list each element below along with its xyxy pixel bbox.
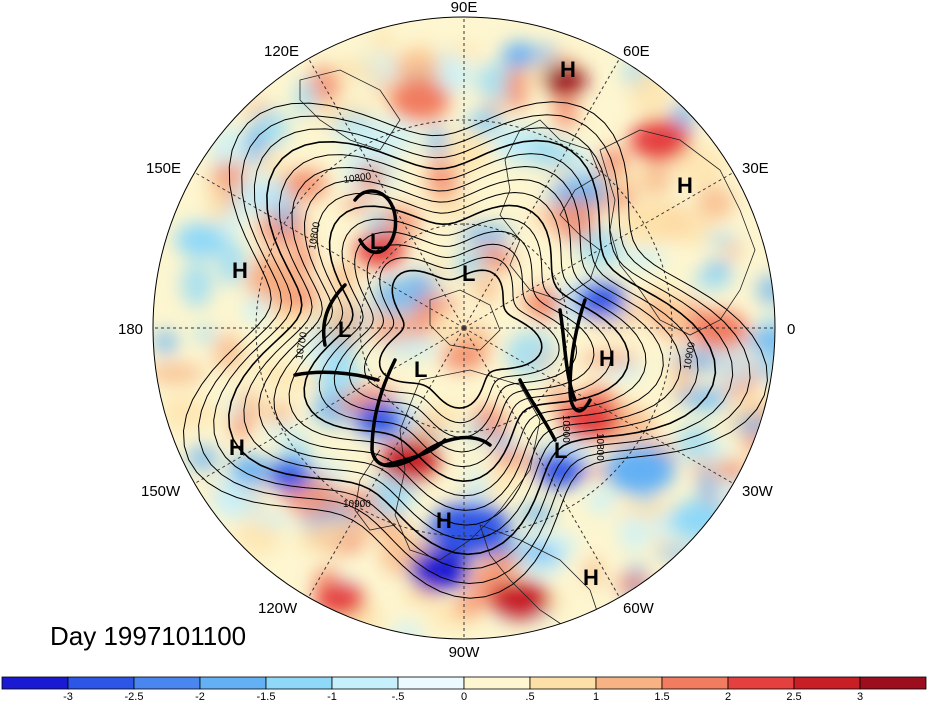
low-pressure-label: L <box>462 261 475 286</box>
height-contours <box>182 101 768 599</box>
longitude-label-30e: 30E <box>742 160 769 177</box>
low-pressure-label: L <box>338 317 351 342</box>
colorbar-swatch <box>793 676 861 690</box>
longitude-label-150w: 150W <box>141 483 181 500</box>
colorbar-tick-label: 3 <box>857 691 863 702</box>
contour-labels: 10800 10800 10700 10900 10900 10800 1090… <box>294 171 698 510</box>
low-pressure-label: L <box>414 357 427 382</box>
contour-label: 10900 <box>560 415 571 443</box>
longitude-label-120w: 120W <box>258 600 298 617</box>
contour-label: 10800 <box>343 171 373 186</box>
colorbar-swatch <box>529 676 597 690</box>
colorbar-swatch <box>397 676 465 690</box>
colorbar-swatch <box>331 676 399 690</box>
high-pressure-label: H <box>599 346 615 371</box>
contour-label: 10700 <box>294 331 310 361</box>
longitude-label-60w: 60W <box>623 600 655 617</box>
colorbar-swatch <box>1 676 69 690</box>
contour-label: 10900 <box>343 499 371 510</box>
colorbar-swatch <box>859 676 927 690</box>
longitude-label-0: 0 <box>787 321 795 338</box>
colorbar-tick-label: -2 <box>195 691 205 702</box>
colorbar-tick-label: -1.5 <box>257 691 276 702</box>
high-pressure-label: H <box>436 508 452 533</box>
colorbar-tick-label: -3 <box>63 691 73 702</box>
colorbar-tick-label: 0 <box>461 691 467 702</box>
colorbar-swatch <box>463 676 531 690</box>
high-pressure-label: H <box>232 258 248 283</box>
colorbar-swatch <box>265 676 333 690</box>
colorbar: -3 -2.5 -2 -1.5 -1 -.5 0 .5 1 1.5 2 2.5 3 <box>1 676 927 702</box>
colorbar-swatch <box>199 676 267 690</box>
colorbar-tick-label: -2.5 <box>125 691 144 702</box>
longitude-label-180: 180 <box>118 321 143 338</box>
contour-label: 10900 <box>682 341 698 371</box>
low-pressure-label: L <box>554 438 567 463</box>
high-pressure-label: H <box>677 173 693 198</box>
low-pressure-label: L <box>370 229 383 254</box>
colorbar-swatch <box>133 676 201 690</box>
longitude-label-150e: 150E <box>146 160 181 177</box>
colorbar-tick-label: 2.5 <box>786 691 801 702</box>
anomaly-field <box>153 17 775 639</box>
colorbar-swatch <box>595 676 663 690</box>
colorbar-tick-label: 1.5 <box>654 691 669 702</box>
contour-label: 10800 <box>594 433 605 461</box>
colorbar-tick-label: 2 <box>725 691 731 702</box>
colorbar-tick-label: -.5 <box>392 691 405 702</box>
jet-cores <box>293 189 592 468</box>
longitude-labels: 90E 60E 30E 0 30W 60W 90W 120W 150W 180 … <box>118 0 795 661</box>
high-pressure-label: H <box>229 435 245 460</box>
map-boundary <box>152 16 776 640</box>
colorbar-swatch <box>67 676 135 690</box>
longitude-label-90w: 90W <box>449 644 481 661</box>
longitude-label-90e: 90E <box>451 0 478 16</box>
colorbar-swatch <box>661 676 729 690</box>
high-pressure-label: H <box>560 57 576 82</box>
longitude-label-60e: 60E <box>623 43 650 60</box>
colorbar-tick-label: .5 <box>525 691 534 702</box>
high-pressure-label: H <box>583 565 599 590</box>
contour-label: 10800 <box>307 221 323 251</box>
colorbar-swatch <box>727 676 795 690</box>
graticule <box>153 17 775 639</box>
pressure-centers: H H H H H H H L L L L L <box>229 57 693 590</box>
longitude-label-30w: 30W <box>742 483 774 500</box>
colorbar-tick-label: 1 <box>593 691 599 702</box>
longitude-label-120e: 120E <box>264 43 299 60</box>
colorbar-tick-label: -1 <box>327 691 337 702</box>
day-label: Day 1997101100 <box>50 621 246 651</box>
